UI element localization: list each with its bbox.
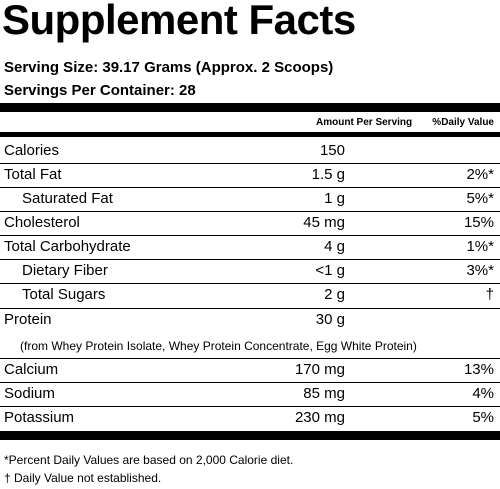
nutrient-daily-value: 4% <box>472 385 494 402</box>
nutrient-daily-value: 3%* <box>466 262 494 279</box>
nutrient-daily-value: 1%* <box>466 238 494 255</box>
row-divider <box>0 358 500 359</box>
nutrient-amount: 30 g <box>315 311 345 328</box>
nutrient-amount: 170 mg <box>294 361 345 378</box>
nutrient-amount: <1 g <box>315 262 345 279</box>
nutrient-name: Cholesterol <box>4 214 80 231</box>
nutrient-daily-value: † <box>485 286 494 303</box>
row-divider <box>0 259 500 260</box>
row-divider <box>0 382 500 383</box>
nutrient-amount: 1.5 g <box>311 166 345 183</box>
nutrient-name: Dietary Fiber <box>22 262 108 279</box>
nutrient-daily-value: 2%* <box>466 166 494 183</box>
medium-divider <box>0 132 500 137</box>
servings-per-container: Servings Per Container: 28 <box>4 82 196 99</box>
protein-sources-note: (from Whey Protein Isolate, Whey Protein… <box>20 339 417 353</box>
nutrient-name: Calories <box>4 142 60 159</box>
row-divider <box>0 187 500 188</box>
row-divider <box>0 308 500 309</box>
nutrient-amount: 1 g <box>324 190 345 207</box>
nutrient-amount: 85 mg <box>303 385 345 402</box>
nutrient-amount: 150 <box>319 142 345 159</box>
footnote-not-established: † Daily Value not established. <box>4 471 162 485</box>
nutrient-name: Total Sugars <box>22 286 106 303</box>
serving-size: Serving Size: 39.17 Grams (Approx. 2 Sco… <box>4 59 334 76</box>
thick-divider-bottom <box>0 431 500 440</box>
thick-divider-top <box>0 103 500 112</box>
nutrient-daily-value: 13% <box>463 361 494 378</box>
row-divider <box>0 211 500 212</box>
row-divider <box>0 406 500 407</box>
row-divider <box>0 235 500 236</box>
nutrient-name: Total Carbohydrate <box>4 238 131 255</box>
nutrient-amount: 230 mg <box>294 409 345 426</box>
footnote-daily-values: *Percent Daily Values are based on 2,000… <box>4 453 294 467</box>
nutrient-name: Sodium <box>4 385 55 402</box>
nutrient-daily-value: 15% <box>463 214 494 231</box>
nutrient-daily-value: 5% <box>472 409 494 426</box>
nutrient-name: Potassium <box>4 409 75 426</box>
daily-value-header: %Daily Value <box>432 117 494 128</box>
nutrient-name: Saturated Fat <box>22 190 113 207</box>
row-divider <box>0 163 500 164</box>
nutrient-name: Total Fat <box>4 166 62 183</box>
nutrient-amount: 45 mg <box>303 214 345 231</box>
nutrient-amount: 2 g <box>324 286 345 303</box>
amount-per-serving-header: Amount Per Serving <box>316 117 413 128</box>
panel-title: Supplement Facts <box>2 0 356 43</box>
nutrient-name: Calcium <box>4 361 59 378</box>
nutrient-name: Protein <box>4 311 52 328</box>
nutrient-daily-value: 5%* <box>466 190 494 207</box>
nutrient-amount: 4 g <box>324 238 345 255</box>
row-divider <box>0 283 500 284</box>
